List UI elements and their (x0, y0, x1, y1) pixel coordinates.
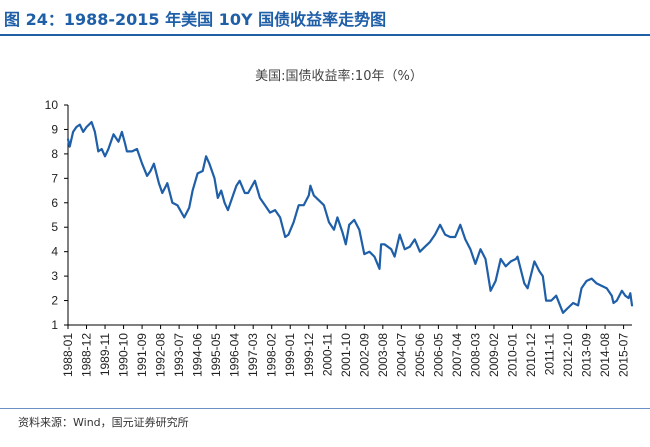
x-tick-label: 1992-08 (154, 333, 168, 377)
x-tick-label: 2001-10 (339, 333, 353, 377)
x-tick-label: 1999-01 (283, 333, 297, 377)
x-tick-label: 2011-11 (543, 333, 557, 376)
x-tick-label: 2009-02 (487, 333, 501, 377)
y-tick-label: 3 (51, 269, 58, 283)
y-tick-label: 5 (51, 220, 58, 234)
x-tick-label: 2003-08 (376, 333, 390, 377)
x-axis-ticks: 1988-01 1988-12 1989-11 1990-10 1991-09 1992-… (61, 325, 631, 377)
bottom-rule (0, 408, 650, 409)
x-tick-label: 2015-07 (617, 333, 631, 377)
x-tick-label: 1999-12 (302, 333, 316, 377)
x-tick-label: 1997-03 (246, 333, 260, 377)
x-tick-label: 1996-04 (228, 333, 242, 377)
x-tick-label: 1998-02 (265, 333, 279, 377)
x-tick-label: 2004-07 (394, 333, 408, 377)
y-tick-label: 10 (45, 98, 59, 112)
y-tick-label: 9 (51, 122, 58, 136)
x-tick-label: 2000-11 (320, 333, 334, 376)
x-tick-label: 2006-05 (431, 333, 445, 377)
x-tick-label: 2008-03 (468, 333, 482, 377)
x-tick-label: 1989-11 (98, 333, 112, 376)
x-tick-label: 1991-09 (135, 333, 149, 377)
x-tick-label: 2014-08 (598, 333, 612, 377)
x-tick-label: 2010-01 (505, 333, 519, 377)
x-tick-label: 2002-09 (357, 333, 371, 377)
y-tick-label: 1 (51, 318, 58, 332)
x-tick-label: 2007-04 (450, 333, 464, 377)
x-tick-label: 2010-12 (524, 333, 538, 377)
figure-source: 资料来源：Wind，国元证券研究所 (18, 416, 189, 429)
y-tick-label: 7 (51, 171, 58, 185)
yield-series-line (66, 121, 634, 314)
y-tick-label: 6 (51, 196, 58, 210)
title-rule (0, 34, 650, 36)
x-tick-label: 2013-09 (580, 333, 594, 377)
x-tick-label: 1988-01 (61, 333, 75, 377)
y-tick-label: 4 (51, 245, 58, 259)
x-tick-label: 1994-06 (191, 333, 205, 377)
x-tick-label: 1988-12 (80, 333, 94, 377)
x-tick-label: 2005-06 (413, 333, 427, 377)
y-tick-label: 2 (51, 294, 58, 308)
figure-title: 图 24：1988-2015 年美国 10Y 国债收益率走势图 (4, 10, 387, 29)
chart-title: 美国:国债收益率:10年（%） (255, 68, 423, 84)
x-tick-label: 1995-05 (209, 333, 223, 377)
x-tick-label: 2012-10 (561, 333, 575, 377)
x-tick-label: 1990-10 (117, 333, 131, 377)
chart-axes (67, 105, 632, 326)
y-axis-ticks: 1 2 3 4 5 6 7 8 9 10 (45, 98, 68, 332)
x-tick-label: 1993-07 (172, 333, 186, 377)
y-tick-label: 8 (51, 147, 58, 161)
